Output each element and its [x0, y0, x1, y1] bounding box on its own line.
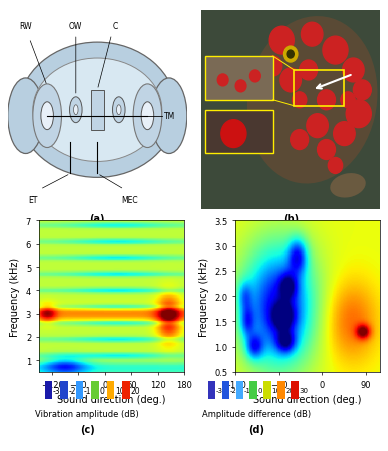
Ellipse shape [133, 85, 162, 148]
Circle shape [328, 158, 343, 174]
Text: -10: -10 [244, 387, 255, 393]
Text: RW: RW [19, 22, 32, 31]
Ellipse shape [69, 97, 82, 124]
Circle shape [353, 81, 371, 101]
Circle shape [317, 91, 336, 110]
Text: -30: -30 [216, 387, 227, 393]
Y-axis label: Frequency (kHz): Frequency (kHz) [10, 257, 20, 336]
Ellipse shape [113, 97, 125, 124]
Circle shape [269, 27, 294, 55]
Text: 0: 0 [99, 386, 104, 395]
Text: -20: -20 [230, 387, 241, 393]
Circle shape [301, 23, 323, 47]
Bar [205, 57, 273, 101]
Circle shape [341, 92, 355, 109]
Circle shape [235, 81, 246, 92]
Text: -30: -30 [53, 386, 66, 395]
Circle shape [287, 51, 294, 59]
Circle shape [323, 37, 348, 65]
Text: -10: -10 [84, 386, 96, 395]
Text: (c): (c) [80, 424, 95, 434]
Circle shape [249, 71, 260, 83]
Ellipse shape [151, 79, 187, 154]
Text: MEC: MEC [121, 196, 138, 205]
Ellipse shape [116, 106, 121, 115]
Text: 10: 10 [272, 387, 281, 393]
Ellipse shape [247, 17, 378, 184]
Ellipse shape [330, 174, 366, 198]
Text: 30: 30 [300, 387, 308, 393]
Circle shape [307, 115, 328, 138]
Y-axis label: Frequency (kHz): Frequency (kHz) [199, 257, 208, 336]
Text: (d): (d) [248, 424, 265, 434]
Ellipse shape [19, 43, 176, 178]
Circle shape [221, 120, 246, 148]
Circle shape [300, 61, 317, 81]
Text: 10: 10 [115, 386, 125, 395]
Text: Amplitude difference (dB): Amplitude difference (dB) [202, 409, 311, 418]
Circle shape [284, 47, 298, 63]
Ellipse shape [33, 85, 61, 148]
Ellipse shape [33, 59, 162, 162]
Text: (a): (a) [90, 214, 105, 224]
Circle shape [346, 101, 371, 129]
Text: Vibration amplitude (dB): Vibration amplitude (dB) [35, 409, 139, 418]
Text: -20: -20 [68, 386, 81, 395]
Circle shape [280, 69, 301, 92]
Bar [294, 71, 345, 106]
Ellipse shape [141, 102, 154, 130]
Circle shape [217, 75, 228, 87]
X-axis label: Sound direction (deg.): Sound direction (deg.) [57, 394, 166, 404]
Text: (b): (b) [282, 214, 299, 224]
Bar [205, 110, 273, 154]
X-axis label: Sound direction (deg.): Sound direction (deg.) [253, 394, 362, 404]
Ellipse shape [8, 79, 43, 154]
Circle shape [291, 130, 308, 150]
Circle shape [343, 59, 364, 83]
Circle shape [264, 57, 282, 77]
Text: 20: 20 [286, 387, 294, 393]
Bar [91, 91, 104, 130]
Circle shape [334, 122, 355, 146]
Text: OW: OW [69, 22, 83, 31]
Text: ET: ET [28, 196, 38, 205]
Text: C: C [113, 22, 118, 31]
Circle shape [293, 92, 307, 109]
Text: 0: 0 [258, 387, 262, 393]
Text: TM: TM [164, 112, 175, 121]
Ellipse shape [74, 106, 78, 115]
Circle shape [317, 140, 336, 160]
Ellipse shape [41, 102, 54, 130]
Text: 20: 20 [130, 386, 140, 395]
